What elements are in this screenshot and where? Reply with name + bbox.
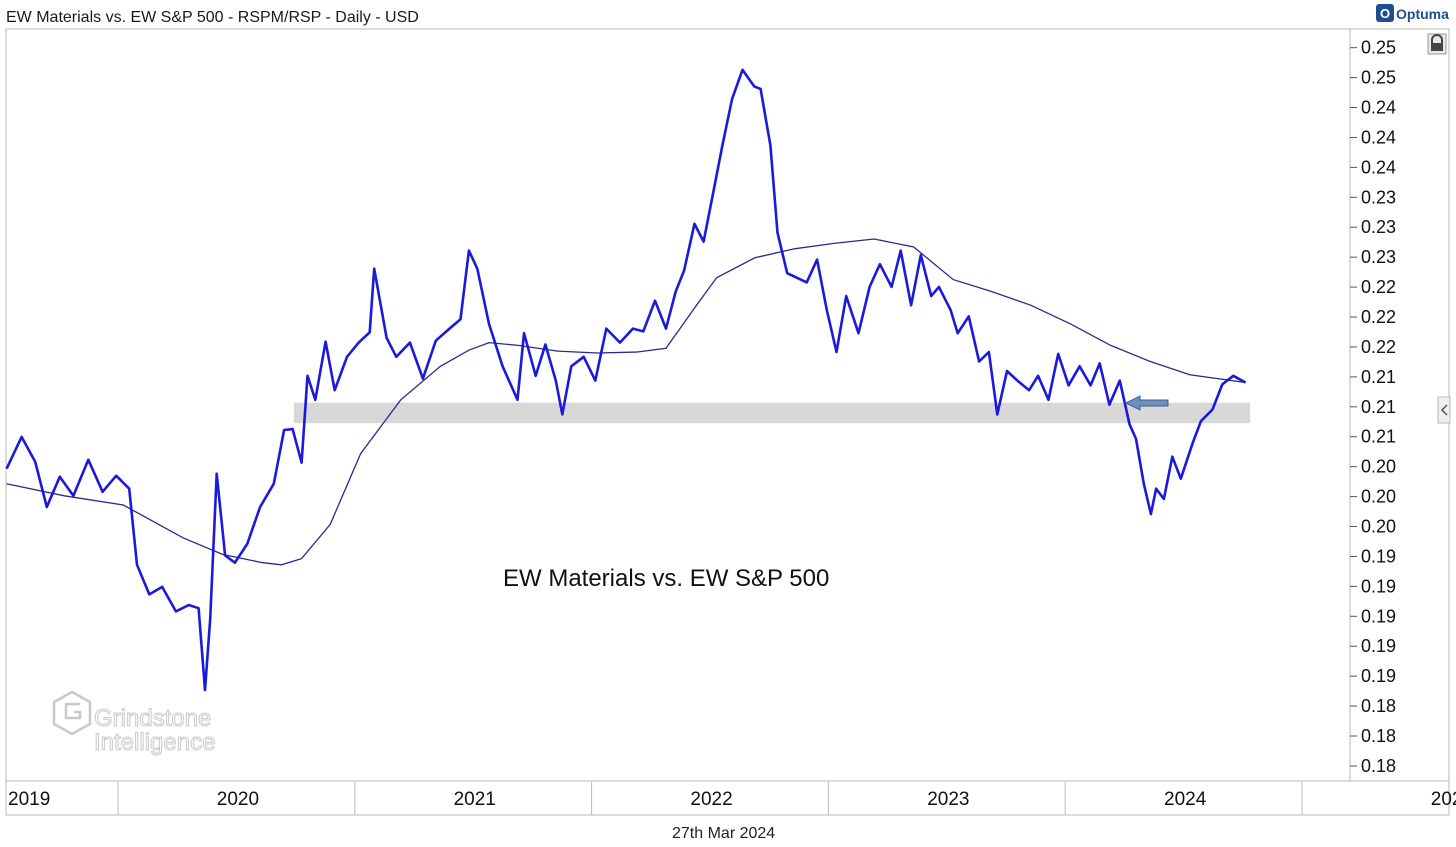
watermark-line1: Grindstone [94,705,211,732]
y-axis: 0.25 0.25 0.24 0.24 0.24 0.23 0.23 0.23 0.22 0.22… [1350,38,1396,776]
x-tick-label: 2024 [1164,789,1207,810]
svg-text:O: O [1380,6,1390,21]
brand-name: Optuma [1396,6,1449,22]
y-tick-label: 0.25 [1361,38,1396,58]
watermark-logo-icon [52,690,92,736]
lock-icon[interactable] [1427,33,1447,55]
y-tick-label: 0.21 [1361,367,1396,387]
x-tick-label: 2025 [1431,789,1456,810]
y-tick-label: 0.19 [1361,606,1396,626]
y-tick-label: 0.18 [1361,726,1396,746]
footer-date: 27th Mar 2024 [672,825,775,842]
y-tick-label: 0.20 [1361,487,1396,507]
y-tick-label: 0.24 [1361,98,1396,118]
y-tick-label: 0.23 [1361,247,1396,267]
x-tick-label: 2022 [690,789,732,810]
chevron-left-icon[interactable] [1437,396,1451,424]
y-tick-label: 0.24 [1361,127,1396,147]
y-tick-label: 0.23 [1361,217,1396,237]
y-tick-label: 0.21 [1361,427,1396,447]
x-tick-label: 2023 [927,789,969,810]
x-tick-label: 2019 [8,789,50,810]
y-tick-label: 0.22 [1361,307,1396,327]
watermark-line2: Intelligence [94,729,215,756]
x-tick-label: 2020 [217,789,259,810]
support-band [293,402,1251,424]
chart-title: EW Materials vs. EW S&P 500 - RSPM/RSP -… [6,9,419,26]
y-tick-label: 0.19 [1361,666,1396,686]
y-tick-label: 0.19 [1361,546,1396,566]
y-tick-label: 0.22 [1361,277,1396,297]
y-tick-label: 0.21 [1361,397,1396,417]
moving-average-line [6,238,1246,566]
y-tick-label: 0.23 [1361,187,1396,207]
y-tick-label: 0.22 [1361,337,1396,357]
brand-logo: O Optuma [1376,4,1449,22]
y-tick-label: 0.25 [1361,68,1396,88]
price-line [5,68,1247,692]
chart-annotation: EW Materials vs. EW S&P 500 [503,565,829,592]
y-tick-label: 0.18 [1361,756,1396,776]
y-tick-label: 0.24 [1361,157,1396,177]
y-tick-label: 0.19 [1361,576,1396,596]
arrow-left-icon [1124,395,1169,411]
watermark: Grindstone Intelligence [52,690,216,757]
x-tick-label: 2021 [454,789,496,810]
x-axis: 2019 2020 2021 2022 2023 2024 2025 [8,782,1456,815]
y-tick-label: 0.18 [1361,696,1396,716]
y-tick-label: 0.20 [1361,517,1396,537]
y-tick-label: 0.20 [1361,457,1396,477]
y-tick-label: 0.19 [1361,636,1396,656]
brand-mark-icon [1376,4,1394,22]
